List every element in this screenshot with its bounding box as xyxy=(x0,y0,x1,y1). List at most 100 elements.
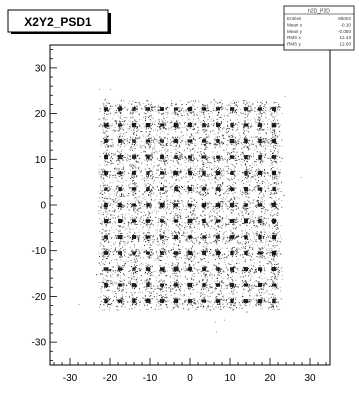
background-point xyxy=(275,261,276,262)
background-point xyxy=(265,179,266,180)
background-point xyxy=(254,150,255,151)
background-point xyxy=(207,147,208,148)
background-point xyxy=(257,106,258,107)
title-box: X2Y2_PSD1 xyxy=(8,10,111,34)
background-point xyxy=(280,236,281,237)
background-point xyxy=(133,178,134,179)
background-point xyxy=(121,115,122,116)
background-point xyxy=(210,296,211,297)
background-point xyxy=(163,103,164,104)
background-point xyxy=(115,283,116,284)
background-point xyxy=(229,202,230,203)
background-point xyxy=(207,129,208,130)
background-point xyxy=(161,216,162,217)
outlier-point xyxy=(301,177,302,178)
background-point xyxy=(243,299,244,300)
background-point xyxy=(128,186,129,187)
background-point xyxy=(148,211,149,212)
background-point xyxy=(222,248,223,249)
background-point xyxy=(101,145,102,146)
background-point xyxy=(200,293,201,294)
background-point xyxy=(127,124,128,125)
background-point xyxy=(270,144,271,145)
background-point xyxy=(152,148,153,149)
background-point xyxy=(134,307,135,308)
background-point xyxy=(157,140,158,141)
background-point xyxy=(223,150,224,151)
background-point xyxy=(106,271,107,272)
background-point xyxy=(188,194,189,195)
background-point xyxy=(110,298,111,299)
background-point xyxy=(130,305,131,306)
background-point xyxy=(221,100,222,101)
background-point xyxy=(157,294,158,295)
background-point xyxy=(151,137,152,138)
background-point xyxy=(207,123,208,124)
background-point xyxy=(211,226,212,227)
background-point xyxy=(250,219,251,220)
background-point xyxy=(117,170,118,171)
background-point xyxy=(224,306,225,307)
background-point xyxy=(269,182,270,183)
background-point xyxy=(207,295,208,296)
background-point xyxy=(280,291,281,292)
background-point xyxy=(239,133,240,134)
background-point xyxy=(199,119,200,120)
background-point xyxy=(166,285,167,286)
background-point xyxy=(260,119,261,120)
background-point xyxy=(107,131,108,132)
background-point xyxy=(120,259,121,260)
background-point xyxy=(153,147,154,148)
background-point xyxy=(210,102,211,103)
background-point xyxy=(227,268,228,269)
background-point xyxy=(245,113,246,114)
background-point xyxy=(254,273,255,274)
background-point xyxy=(249,245,250,246)
background-point xyxy=(112,146,113,147)
background-point xyxy=(124,134,125,135)
background-point xyxy=(129,188,130,189)
background-point xyxy=(184,236,185,237)
background-point xyxy=(132,101,133,102)
background-point xyxy=(276,200,277,201)
background-point xyxy=(229,137,230,138)
background-point xyxy=(200,305,201,306)
background-point xyxy=(126,159,127,160)
background-point xyxy=(201,108,202,109)
background-point xyxy=(156,304,157,305)
background-point xyxy=(163,244,164,245)
background-point xyxy=(280,169,281,170)
background-point xyxy=(255,190,256,191)
background-point xyxy=(122,292,123,293)
background-point xyxy=(181,141,182,142)
background-point xyxy=(266,134,267,135)
background-point xyxy=(108,162,109,163)
x-tick-label: -10 xyxy=(143,373,158,384)
background-point xyxy=(137,249,138,250)
background-point xyxy=(102,221,103,222)
background-point xyxy=(254,234,255,235)
background-point xyxy=(117,180,118,181)
background-point xyxy=(196,133,197,134)
background-point xyxy=(277,283,278,284)
background-point xyxy=(190,258,191,259)
background-point xyxy=(170,143,171,144)
background-point xyxy=(195,100,196,101)
background-point xyxy=(240,191,241,192)
background-point xyxy=(138,253,139,254)
background-point xyxy=(276,116,277,117)
background-point xyxy=(268,175,269,176)
background-point xyxy=(240,190,241,191)
background-point xyxy=(265,114,266,115)
background-point xyxy=(223,258,224,259)
background-point xyxy=(170,160,171,161)
background-point xyxy=(153,136,154,137)
background-point xyxy=(227,307,228,308)
background-point xyxy=(145,220,146,221)
background-point xyxy=(133,146,134,147)
background-point xyxy=(238,273,239,274)
background-point xyxy=(195,188,196,189)
background-point xyxy=(205,274,206,275)
background-point xyxy=(210,302,211,303)
background-point xyxy=(115,154,116,155)
